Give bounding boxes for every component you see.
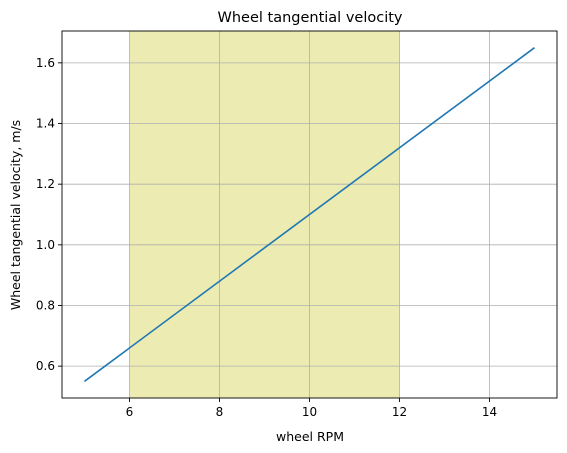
y-tick-label: 0.8 — [36, 298, 55, 312]
x-tick-label: 12 — [392, 405, 407, 419]
series-line — [84, 47, 535, 382]
x-tick-label: 14 — [482, 405, 497, 419]
y-tick-label: 1.2 — [36, 177, 55, 191]
y-tick-label: 0.6 — [36, 359, 55, 373]
x-axis-label: wheel RPM — [276, 429, 344, 444]
y-tick-label: 1.4 — [36, 117, 55, 131]
y-tick-label: 1.6 — [36, 56, 55, 70]
chart-title: Wheel tangential velocity — [218, 10, 403, 26]
y-tick-label: 1.0 — [36, 238, 55, 252]
plot-area: 6 8 10 12 14 0.6 0.8 1.0 1.2 1.4 1.6 — [36, 30, 558, 419]
x-tick-label: 6 — [126, 405, 134, 419]
y-axis-label: Wheel tangential velocity, m/s — [8, 120, 23, 310]
shaded-region — [129, 31, 400, 398]
x-tick-label: 10 — [302, 405, 317, 419]
x-tick-label: 8 — [216, 405, 224, 419]
